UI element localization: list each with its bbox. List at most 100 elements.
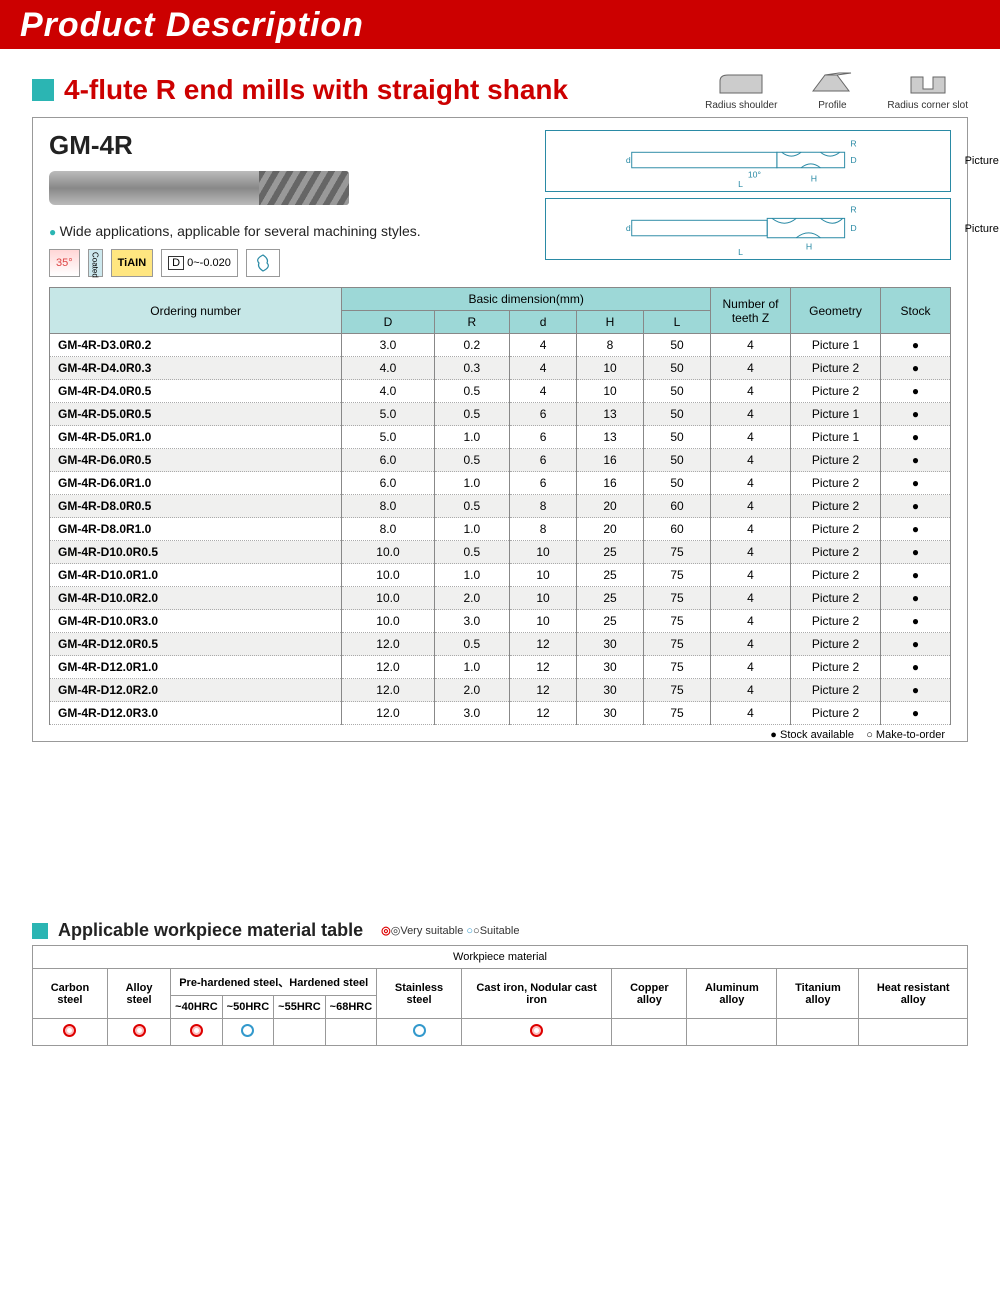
table-cell: GM-4R-D8.0R1.0	[50, 518, 342, 541]
table-cell: 4	[711, 449, 791, 472]
main-content: 4-flute R end mills with straight shank …	[0, 51, 1000, 760]
mat-sub: ~68HRC	[325, 996, 377, 1019]
endmill-image	[49, 171, 349, 205]
table-cell: 8.0	[342, 518, 434, 541]
table-cell: Picture 2	[791, 495, 881, 518]
icon-label: Radius shoulder	[705, 100, 777, 111]
mat-cell	[274, 1019, 326, 1046]
mat-col: Heat resistant alloy	[859, 969, 968, 1019]
table-cell: Picture 1	[791, 426, 881, 449]
table-cell: 50	[644, 472, 711, 495]
table-cell: 0.3	[434, 357, 509, 380]
table-row: GM-4R-D10.0R0.510.00.51025754Picture 2●	[50, 541, 951, 564]
svg-text:H: H	[811, 173, 817, 183]
table-cell: 4	[711, 656, 791, 679]
mat-cell	[612, 1019, 687, 1046]
table-cell: ●	[881, 541, 951, 564]
table-cell: Picture 2	[791, 518, 881, 541]
table-cell: 6	[510, 426, 577, 449]
material-section: Applicable workpiece material table ◎◎Ve…	[0, 920, 1000, 1066]
table-cell: 20	[577, 495, 644, 518]
table-cell: Picture 2	[791, 564, 881, 587]
table-cell: Picture 2	[791, 702, 881, 725]
icon-radius-corner-slot: Radius corner slot	[887, 69, 968, 111]
table-cell: 6	[510, 472, 577, 495]
table-cell: 10.0	[342, 610, 434, 633]
table-cell: Picture 2	[791, 472, 881, 495]
svg-text:R: R	[851, 205, 857, 215]
table-cell: Picture 2	[791, 633, 881, 656]
table-cell: 20	[577, 518, 644, 541]
table-cell: 5.0	[342, 426, 434, 449]
table-row: GM-4R-D8.0R1.08.01.0820604Picture 2●	[50, 518, 951, 541]
table-cell: 75	[644, 610, 711, 633]
mat-col: Carbon steel	[33, 969, 108, 1019]
table-cell: 6	[510, 449, 577, 472]
spec-table: Ordering number Basic dimension(mm) Numb…	[49, 287, 951, 725]
table-cell: 75	[644, 564, 711, 587]
mat-col: Alloy steel	[107, 969, 170, 1019]
mat-cell	[777, 1019, 859, 1046]
table-cell: ●	[881, 426, 951, 449]
table-cell: 25	[577, 564, 644, 587]
table-cell: ●	[881, 380, 951, 403]
table-cell: 50	[644, 380, 711, 403]
table-cell: 1.0	[434, 656, 509, 679]
table-cell: 4	[711, 380, 791, 403]
table-cell: 3.0	[342, 334, 434, 357]
table-cell: GM-4R-D5.0R0.5	[50, 403, 342, 426]
table-cell: 10	[510, 610, 577, 633]
material-title: Applicable workpiece material table	[58, 920, 363, 941]
mat-cell	[377, 1019, 462, 1046]
spacer	[0, 760, 1000, 920]
table-cell: ●	[881, 633, 951, 656]
table-cell: 60	[644, 495, 711, 518]
table-cell: 75	[644, 702, 711, 725]
diagram-label: Picture 2	[965, 223, 1000, 235]
table-cell: 8	[510, 495, 577, 518]
flute-icon-badge	[246, 249, 280, 277]
table-cell: 4	[510, 357, 577, 380]
table-cell: 4.0	[342, 357, 434, 380]
table-cell: ●	[881, 564, 951, 587]
table-cell: 75	[644, 656, 711, 679]
badge-row: 35° Coated TiAIN D 0~-0.020	[49, 249, 525, 277]
table-row: GM-4R-D10.0R2.010.02.01025754Picture 2●	[50, 587, 951, 610]
mat-cell	[461, 1019, 612, 1046]
coating-badge: TiAIN	[111, 249, 154, 277]
product-panel: GM-4R Wide applications, applicable for …	[32, 117, 968, 742]
mat-sub: ~50HRC	[222, 996, 274, 1019]
table-cell: GM-4R-D12.0R2.0	[50, 679, 342, 702]
table-cell: 8	[577, 334, 644, 357]
svg-text:d: d	[626, 223, 631, 233]
table-cell: 4	[711, 357, 791, 380]
table-cell: GM-4R-D10.0R3.0	[50, 610, 342, 633]
material-legend: ◎◎Very suitable ○○Suitable	[381, 924, 519, 937]
table-cell: ●	[881, 702, 951, 725]
table-cell: 10	[510, 587, 577, 610]
table-row: GM-4R-D10.0R1.010.01.01025754Picture 2●	[50, 564, 951, 587]
table-cell: 25	[577, 587, 644, 610]
table-cell: 50	[644, 426, 711, 449]
mat-col: Cast iron, Nodular cast iron	[461, 969, 612, 1019]
table-cell: GM-4R-D4.0R0.5	[50, 380, 342, 403]
diagram-label: Picture 1	[965, 155, 1000, 167]
table-row: GM-4R-D3.0R0.23.00.248504Picture 1●	[50, 334, 951, 357]
table-cell: 6	[510, 403, 577, 426]
table-cell: Picture 1	[791, 403, 881, 426]
table-cell: 4	[711, 587, 791, 610]
table-cell: Picture 1	[791, 334, 881, 357]
mat-col: Copper alloy	[612, 969, 687, 1019]
table-cell: 0.5	[434, 380, 509, 403]
diagram-picture-1: 10° H L d D R Picture 1	[545, 130, 951, 192]
table-row: GM-4R-D12.0R0.512.00.51230754Picture 2●	[50, 633, 951, 656]
spec-table-head: Ordering number Basic dimension(mm) Numb…	[50, 288, 951, 334]
table-cell: 4	[711, 495, 791, 518]
svg-text:R: R	[851, 138, 857, 148]
col-d: d	[510, 311, 577, 334]
application-icons: Radius shoulder Profile Radius corner sl…	[705, 69, 968, 111]
table-cell: GM-4R-D4.0R0.3	[50, 357, 342, 380]
icon-radius-shoulder: Radius shoulder	[705, 69, 777, 111]
table-cell: 10	[577, 357, 644, 380]
diagram-picture-2: H L d D R Picture 2	[545, 198, 951, 260]
